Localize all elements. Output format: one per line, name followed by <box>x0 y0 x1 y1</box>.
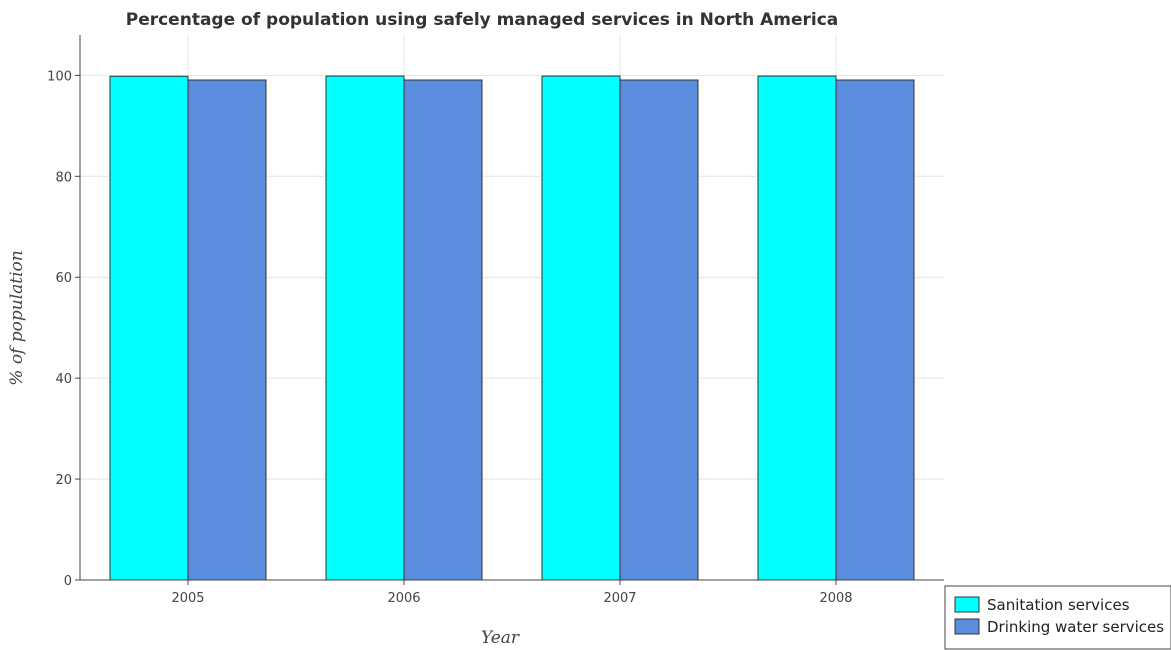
y-tick-label: 100 <box>47 69 72 84</box>
bar-sanitation-2007 <box>541 75 621 581</box>
legend-swatch <box>954 596 980 613</box>
legend: Sanitation services Drinking water servic… <box>944 585 1171 650</box>
bar-drinking-water-2006 <box>403 79 483 581</box>
legend-box <box>944 585 1171 650</box>
bar-sanitation-2008 <box>757 75 837 581</box>
y-tick-label: 80 <box>55 170 72 185</box>
x-tick-label: 2006 <box>387 591 420 606</box>
y-tick-label: 0 <box>64 574 72 589</box>
y-tick-label: 40 <box>55 372 72 387</box>
legend-label: Sanitation services <box>987 596 1130 614</box>
bar-sanitation-2006 <box>325 75 405 581</box>
y-tick-labels: 0 20 40 60 80 100 <box>47 69 72 589</box>
bars <box>109 75 915 581</box>
x-tick-labels: 2005 2006 2007 2008 <box>171 591 852 606</box>
x-tick-label: 2005 <box>171 591 204 606</box>
y-axis-label: % of population <box>7 250 27 385</box>
y-tick-label: 20 <box>55 473 72 488</box>
x-tick-label: 2007 <box>603 591 636 606</box>
x-tick-label: 2008 <box>819 591 852 606</box>
bar-sanitation-2005 <box>109 75 189 581</box>
legend-label: Drinking water services <box>987 618 1164 636</box>
y-tick-label: 60 <box>55 271 72 286</box>
bar-drinking-water-2007 <box>619 79 699 581</box>
axes <box>75 35 944 585</box>
bar-drinking-water-2005 <box>187 79 267 581</box>
chart-title: Percentage of population using safely ma… <box>126 10 839 30</box>
bar-drinking-water-2008 <box>835 79 915 581</box>
legend-swatch <box>954 618 980 635</box>
x-axis-label: Year <box>481 628 520 648</box>
